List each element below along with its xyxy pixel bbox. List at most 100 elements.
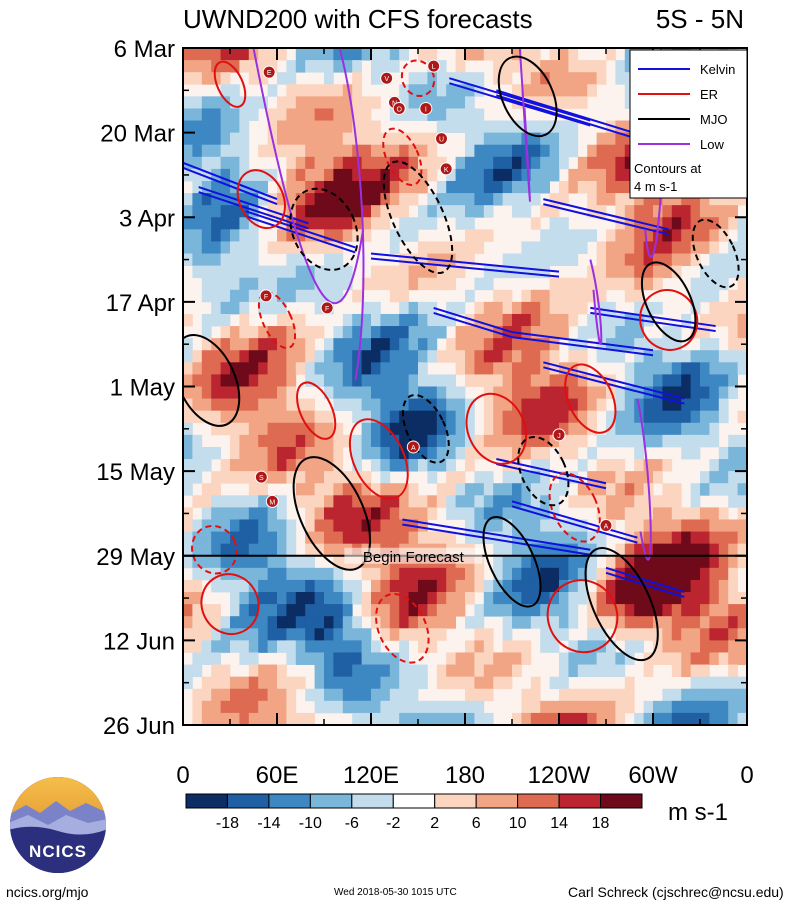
storm-label: I	[425, 106, 427, 113]
anomaly-cell	[465, 72, 475, 85]
anomaly-cell	[521, 193, 532, 206]
anomaly-cell	[512, 48, 522, 61]
anomaly-cell	[380, 712, 391, 725]
anomaly-cell	[352, 156, 362, 170]
anomaly-cell	[324, 471, 334, 484]
anomaly-cell	[512, 664, 522, 678]
anomaly-cell	[530, 495, 541, 508]
anomaly-cell	[700, 386, 710, 399]
anomaly-cell	[530, 386, 541, 399]
anomaly-cell	[192, 241, 203, 254]
anomaly-cell	[512, 362, 522, 375]
anomaly-cell	[389, 60, 400, 73]
anomaly-cell	[295, 471, 306, 484]
anomaly-cell	[530, 253, 541, 267]
anomaly-cell	[662, 712, 673, 725]
anomaly-cell	[286, 446, 297, 460]
anomaly-cell	[502, 664, 513, 678]
footer-left[interactable]: ncics.org/mjo	[6, 884, 89, 900]
anomaly-cell	[380, 616, 391, 629]
anomaly-cell	[474, 374, 485, 387]
anomaly-cell	[502, 616, 513, 629]
anomaly-cell	[653, 350, 663, 363]
anomaly-cell	[662, 338, 673, 351]
anomaly-cell	[380, 277, 391, 291]
anomaly-cell	[277, 48, 287, 61]
anomaly-cell	[361, 193, 372, 206]
anomaly-cell	[286, 434, 297, 448]
anomaly-cell	[728, 652, 738, 665]
anomaly-cell	[352, 507, 362, 520]
anomaly-cell	[239, 144, 250, 158]
anomaly-cell	[615, 326, 626, 339]
anomaly-cell	[371, 156, 381, 170]
anomaly-cell	[389, 712, 400, 725]
anomaly-cell	[690, 579, 701, 593]
anomaly-cell	[465, 48, 475, 61]
anomaly-cell	[737, 712, 747, 725]
anomaly-cell	[474, 313, 485, 327]
anomaly-cell	[305, 374, 315, 387]
anomaly-cell	[624, 289, 635, 303]
anomaly-cell	[643, 350, 654, 363]
anomaly-cell	[530, 156, 541, 170]
anomaly-cell	[709, 483, 720, 496]
anomaly-cell	[436, 422, 447, 436]
kelvin-contour	[496, 458, 607, 490]
anomaly-cell	[681, 253, 691, 267]
anomaly-cell	[314, 241, 325, 254]
anomaly-cell	[624, 386, 635, 399]
anomaly-cell	[399, 180, 409, 194]
anomaly-cell	[521, 579, 532, 593]
anomaly-cell	[493, 422, 503, 436]
anomaly-cell	[502, 156, 513, 170]
anomaly-cell	[295, 592, 306, 605]
anomaly-cell	[549, 132, 560, 146]
anomaly-cell	[615, 592, 626, 605]
anomaly-cell	[653, 301, 663, 315]
anomaly-cell	[653, 543, 663, 557]
anomaly-cell	[333, 434, 344, 448]
anomaly-cell	[211, 604, 221, 617]
anomaly-cell	[389, 326, 400, 339]
anomaly-cell	[446, 495, 456, 508]
anomaly-cell	[342, 362, 353, 375]
anomaly-cell	[624, 495, 635, 508]
anomaly-cell	[737, 459, 747, 472]
anomaly-cell	[380, 48, 391, 61]
anomaly-cell	[267, 616, 278, 629]
anomaly-cell	[465, 313, 475, 327]
anomaly-cell	[314, 483, 325, 496]
anomaly-cell	[568, 277, 579, 291]
x-axis: 0 60E 120E 180 120W 60W 0	[176, 48, 754, 789]
anomaly-cell	[314, 120, 325, 134]
anomaly-cell	[427, 531, 438, 545]
anomaly-cell	[286, 386, 297, 399]
anomaly-cell	[662, 459, 673, 472]
anomaly-cell	[239, 326, 250, 339]
anomaly-cell	[643, 507, 654, 520]
anomaly-cell	[728, 193, 738, 206]
anomaly-cell	[662, 507, 673, 520]
anomaly-cell	[201, 519, 212, 532]
anomaly-cell	[192, 265, 203, 279]
anomaly-cell	[211, 217, 221, 230]
anomaly-cell	[183, 217, 193, 230]
anomaly-cell	[277, 289, 287, 303]
anomaly-cell	[671, 350, 682, 363]
anomaly-cell	[455, 712, 466, 725]
anomaly-cell	[211, 664, 221, 678]
anomaly-cell	[220, 507, 231, 520]
anomaly-cell	[295, 676, 306, 690]
anomaly-cell	[371, 652, 381, 665]
anomaly-cell	[474, 616, 485, 629]
anomaly-cell	[634, 567, 644, 581]
legend-label: Low	[700, 137, 724, 152]
anomaly-cell	[220, 193, 231, 206]
anomaly-cell	[549, 193, 560, 206]
anomaly-cell	[342, 398, 353, 412]
anomaly-cell	[465, 180, 475, 194]
anomaly-cell	[324, 72, 334, 85]
anomaly-cell	[577, 338, 588, 351]
anomaly-cell	[277, 507, 287, 520]
